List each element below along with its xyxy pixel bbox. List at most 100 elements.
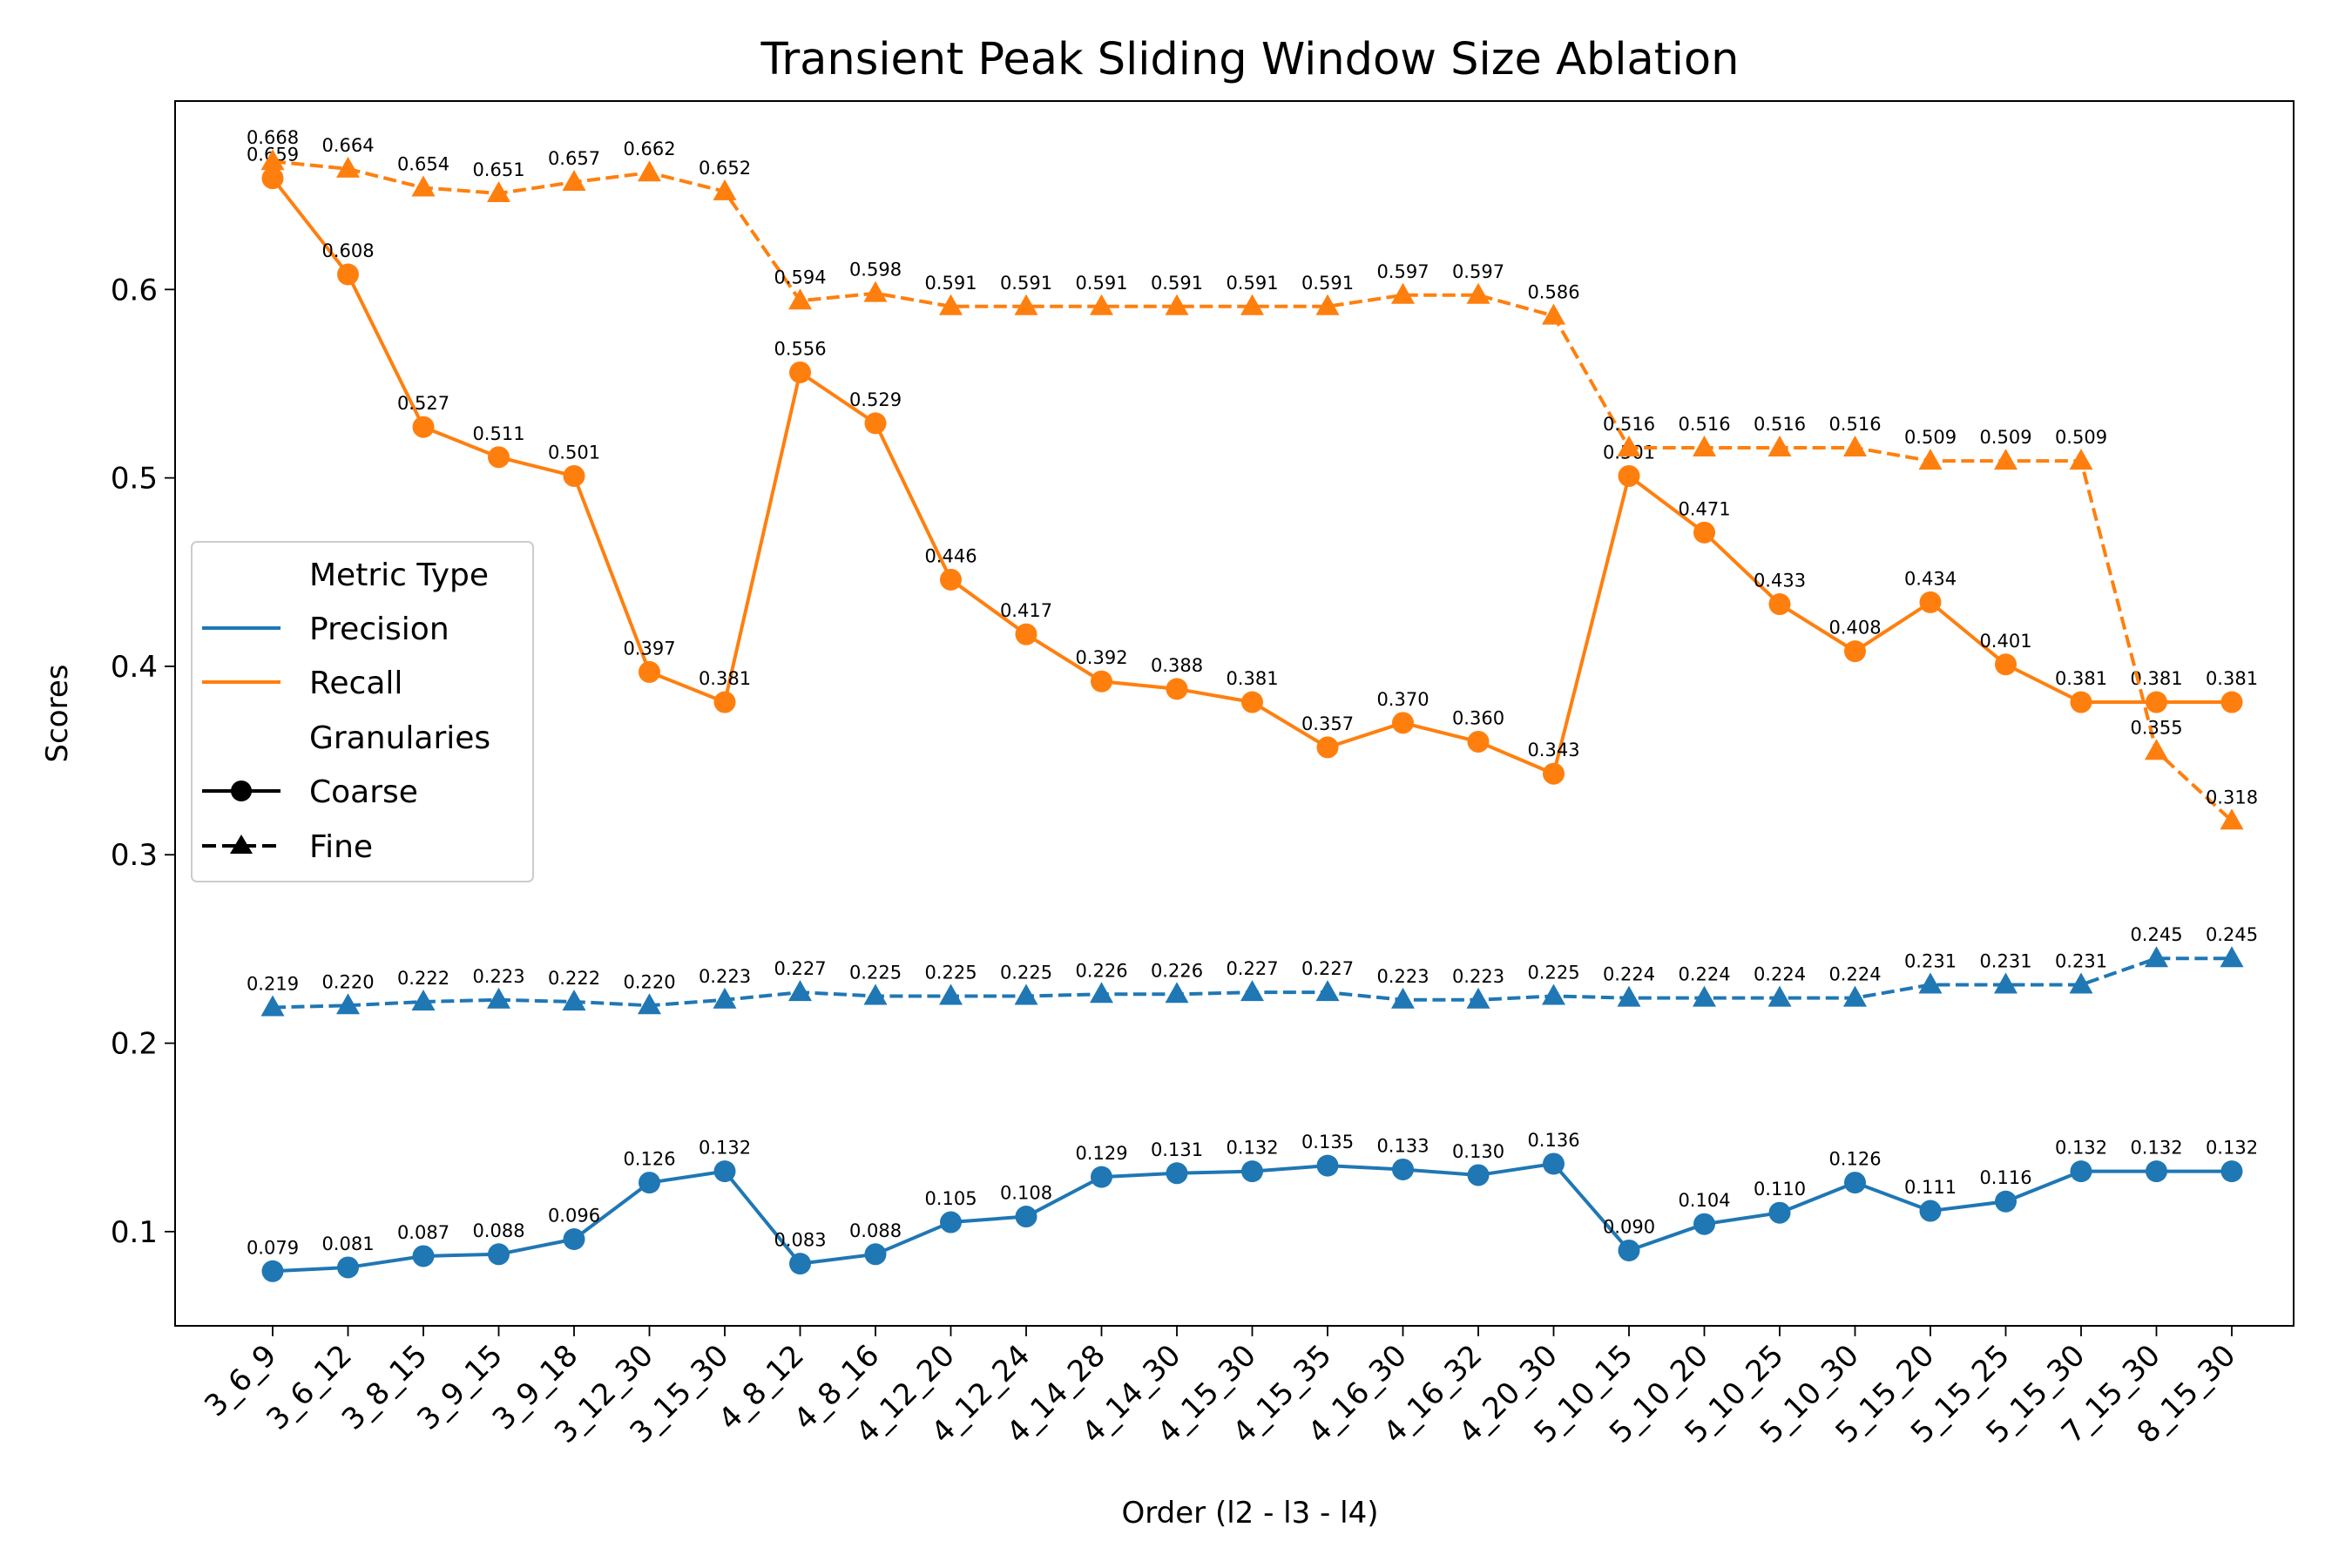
plot-area: 0.079 0.081 0.087 0.088 0.096 0.126 0.132 0.083… (247, 127, 2258, 1282)
point-precision-fine-11 (1090, 982, 1113, 1004)
point-precision-fine-6 (713, 987, 737, 1009)
data-label-recall-fine-26: 0.318 (2206, 787, 2258, 808)
data-label-recall-coarse-5: 0.397 (623, 638, 675, 659)
point-precision-coarse-12 (1166, 1162, 1188, 1185)
data-label-precision-fine-24: 0.231 (2055, 950, 2107, 971)
point-precision-coarse-7 (789, 1253, 811, 1275)
data-label-precision-fine-19: 0.224 (1678, 964, 1730, 985)
point-precision-coarse-15 (1392, 1158, 1414, 1180)
point-precision-fine-23 (1994, 972, 2017, 994)
data-label-precision-coarse-11: 0.129 (1075, 1143, 1127, 1164)
data-label-recall-coarse-9: 0.446 (924, 545, 977, 566)
data-label-precision-fine-16: 0.223 (1452, 966, 1504, 987)
point-precision-fine-21 (1843, 985, 1867, 1007)
data-label-recall-fine-7: 0.594 (774, 267, 826, 287)
point-recall-coarse-9 (940, 568, 962, 591)
point-recall-coarse-1 (337, 263, 359, 286)
data-label-recall-coarse-10: 0.417 (1000, 600, 1052, 621)
point-recall-fine-16 (1466, 282, 1490, 304)
point-recall-coarse-16 (1467, 730, 1490, 753)
y-axis: 0.1 0.2 0.3 0.4 0.5 0.6 (111, 273, 175, 1250)
point-recall-fine-22 (1918, 449, 1943, 470)
point-recall-coarse-5 (639, 660, 660, 683)
point-recall-fine-9 (939, 294, 963, 315)
point-precision-coarse-16 (1467, 1164, 1490, 1186)
data-label-precision-fine-7: 0.227 (774, 958, 826, 979)
data-label-recall-fine-20: 0.516 (1754, 414, 1806, 435)
data-label-precision-coarse-19: 0.104 (1678, 1190, 1730, 1211)
data-label-precision-fine-26: 0.245 (2206, 924, 2258, 945)
data-label-precision-coarse-10: 0.108 (1000, 1183, 1052, 1204)
point-recall-coarse-2 (412, 416, 435, 438)
point-precision-coarse-14 (1316, 1154, 1339, 1177)
point-recall-coarse-21 (1844, 640, 1866, 663)
data-label-precision-coarse-7: 0.083 (774, 1230, 826, 1251)
point-recall-coarse-11 (1091, 670, 1112, 693)
y-tick-label-3: 0.4 (111, 650, 158, 685)
data-label-precision-fine-25: 0.245 (2130, 924, 2182, 945)
data-label-precision-coarse-12: 0.131 (1151, 1139, 1203, 1160)
point-precision-coarse-3 (488, 1243, 510, 1266)
data-label-precision-coarse-1: 0.081 (321, 1233, 374, 1254)
y-tick-label-4: 0.5 (111, 462, 158, 497)
data-label-recall-fine-22: 0.509 (1904, 427, 1957, 448)
x-axis: 3_6_93_6_123_8_153_9_153_9_183_12_303_15… (198, 1326, 2242, 1450)
point-recall-fine-6 (713, 179, 737, 200)
data-label-recall-coarse-21: 0.408 (1828, 618, 1881, 639)
data-label-recall-coarse-8: 0.529 (849, 389, 902, 410)
data-label-recall-coarse-4: 0.501 (548, 442, 600, 463)
point-recall-fine-24 (2069, 449, 2093, 470)
series-precision-fine: 0.219 0.220 0.222 0.223 0.222 0.220 0.223 0.227… (247, 924, 2258, 1017)
point-precision-fine-9 (939, 983, 963, 1005)
chart-title: Transient Peak Sliding Window Size Ablat… (760, 34, 1740, 85)
point-precision-coarse-2 (412, 1245, 435, 1267)
data-label-precision-coarse-3: 0.088 (472, 1220, 524, 1241)
point-recall-fine-15 (1391, 282, 1415, 304)
y-axis-label: Scores (40, 665, 75, 763)
data-label-precision-coarse-17: 0.136 (1527, 1130, 1579, 1151)
data-label-recall-fine-4: 0.657 (548, 148, 600, 169)
point-precision-fine-25 (2145, 946, 2168, 968)
data-label-recall-coarse-22: 0.434 (1904, 568, 1957, 589)
point-precision-coarse-17 (1543, 1152, 1565, 1175)
point-precision-fine-26 (2220, 946, 2244, 968)
point-recall-coarse-10 (1015, 623, 1037, 645)
point-precision-coarse-22 (1919, 1200, 1942, 1222)
data-label-recall-coarse-15: 0.370 (1376, 689, 1429, 710)
legend-label-precision: Precision (309, 612, 449, 647)
data-label-precision-coarse-13: 0.132 (1226, 1138, 1278, 1159)
point-precision-coarse-19 (1693, 1213, 1715, 1235)
data-label-precision-fine-12: 0.226 (1151, 960, 1203, 981)
point-precision-fine-10 (1014, 983, 1038, 1005)
point-precision-fine-1 (336, 993, 360, 1015)
point-recall-coarse-22 (1919, 591, 1942, 613)
point-precision-coarse-6 (713, 1160, 736, 1183)
series-recall-coarse: 0.6590.6080.5270.5110.5010.3970.3810.556… (247, 145, 2258, 785)
point-recall-fine-19 (1693, 436, 1716, 457)
data-label-recall-fine-8: 0.598 (849, 260, 902, 280)
data-label-recall-fine-23: 0.509 (1979, 427, 2031, 448)
point-recall-fine-17 (1542, 303, 1565, 325)
point-recall-coarse-3 (488, 446, 510, 469)
point-recall-coarse-19 (1693, 521, 1715, 544)
point-recall-coarse-0 (261, 167, 284, 190)
point-recall-fine-7 (788, 288, 812, 310)
data-label-precision-coarse-18: 0.090 (1603, 1216, 1655, 1237)
point-precision-fine-12 (1165, 982, 1189, 1004)
data-label-precision-fine-2: 0.222 (397, 968, 449, 989)
point-precision-fine-16 (1466, 987, 1490, 1009)
point-precision-coarse-11 (1091, 1166, 1112, 1188)
data-label-recall-fine-24: 0.509 (2055, 427, 2107, 448)
data-label-precision-coarse-23: 0.116 (1979, 1167, 2031, 1188)
series-precision-coarse: 0.079 0.081 0.087 0.088 0.096 0.126 0.132 0.083… (247, 1130, 2258, 1282)
data-label-recall-coarse-19: 0.471 (1678, 498, 1730, 519)
data-label-precision-coarse-22: 0.111 (1904, 1177, 1957, 1198)
data-label-recall-fine-1: 0.664 (321, 135, 374, 156)
point-precision-fine-18 (1617, 985, 1641, 1007)
point-recall-coarse-7 (789, 361, 811, 383)
data-label-recall-fine-10: 0.591 (1000, 273, 1052, 294)
data-label-precision-fine-10: 0.225 (1000, 962, 1052, 983)
data-label-precision-fine-14: 0.227 (1301, 958, 1354, 979)
point-recall-coarse-12 (1166, 678, 1188, 700)
